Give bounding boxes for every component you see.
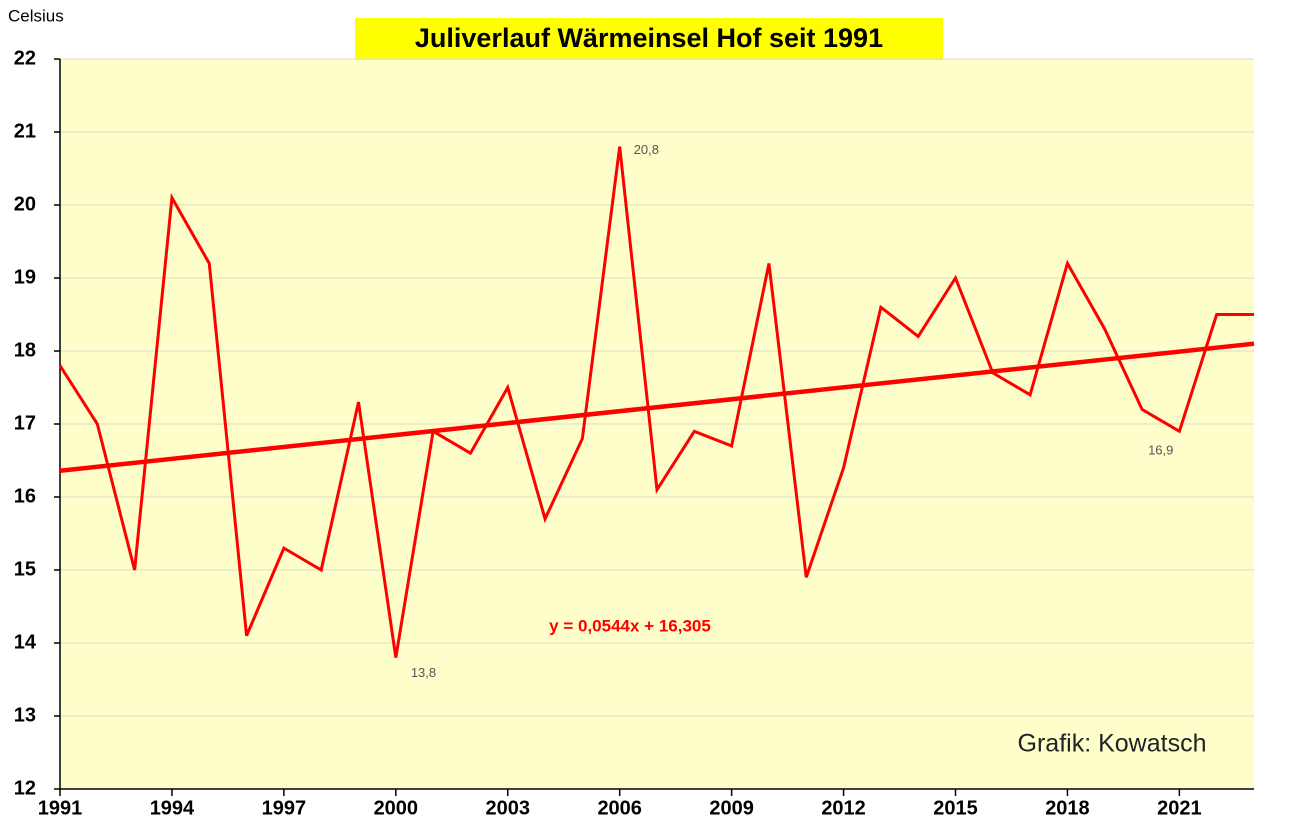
data-label: 16,9 (1148, 443, 1173, 458)
y-tick-label: 15 (14, 558, 36, 580)
x-tick-label: 2015 (933, 797, 978, 819)
x-tick-label: 1994 (150, 797, 195, 819)
y-tick-label: 20 (14, 193, 36, 215)
x-tick-label: 2003 (486, 797, 531, 819)
y-axis-label: Celsius (8, 6, 64, 25)
y-tick-label: 16 (14, 485, 36, 507)
x-tick-label: 1997 (262, 797, 307, 819)
y-tick-label: 21 (14, 120, 36, 142)
data-label: 20,8 (634, 142, 659, 157)
x-tick-label: 1991 (38, 797, 83, 819)
data-line (58, 146, 1254, 658)
y-tick-label: 17 (14, 412, 36, 434)
watermark: Grafik: Kowatsch (1018, 730, 1207, 758)
chart-title: Juliverlauf Wärmeinsel Hof seit 1991 (415, 23, 883, 53)
y-tick-label: 12 (14, 777, 36, 799)
y-tick-label: 18 (14, 339, 36, 361)
y-tick-label: 19 (14, 266, 36, 288)
y-tick-label: 14 (14, 631, 37, 653)
data-label: 13,8 (411, 665, 436, 680)
title-box (355, 18, 943, 60)
x-tick-label: 2009 (709, 797, 754, 819)
x-tick-label: 2006 (597, 797, 642, 819)
x-tick-label: 2021 (1157, 797, 1202, 819)
y-tick-label: 13 (14, 704, 36, 726)
x-tick-label: 2012 (821, 797, 866, 819)
y-tick-label: 22 (14, 47, 36, 69)
x-tick-label: 2000 (374, 797, 419, 819)
trend-line (59, 341, 1255, 473)
x-tick-label: 2018 (1045, 797, 1090, 819)
trend-equation: y = 0,0544x + 16,305 (549, 616, 711, 635)
